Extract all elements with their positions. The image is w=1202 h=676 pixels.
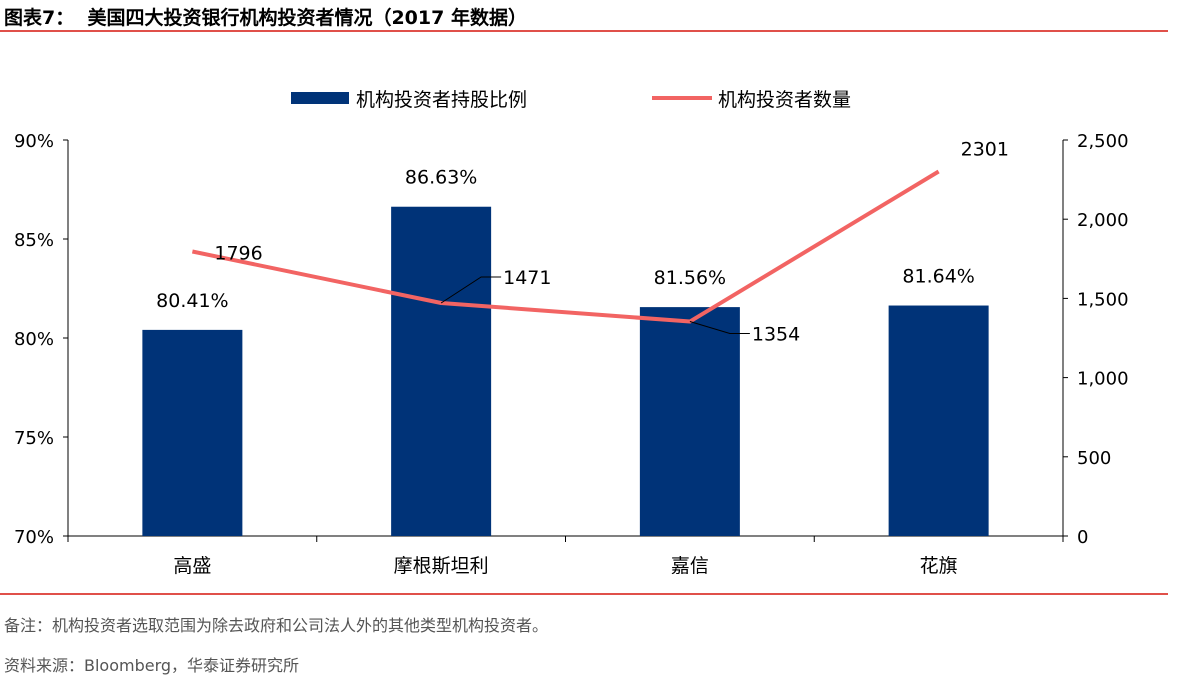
x-tick-label: 花旗 bbox=[920, 555, 958, 577]
left-tick-label: 85% bbox=[14, 230, 54, 251]
title-rule bbox=[0, 30, 1168, 32]
bar bbox=[888, 305, 989, 536]
x-tick-label: 高盛 bbox=[173, 555, 211, 577]
left-tick-label: 70% bbox=[14, 527, 54, 548]
bar bbox=[639, 307, 740, 536]
x-tick-label: 摩根斯坦利 bbox=[394, 555, 489, 577]
footer-rule bbox=[0, 593, 1168, 595]
line-data-label: 2301 bbox=[961, 139, 1009, 161]
footnote: 备注：机构投资者选取范围为除去政府和公司法人外的其他类型机构投资者。 bbox=[4, 616, 549, 635]
bar-data-label: 86.63% bbox=[405, 167, 477, 189]
source-note: 资料来源：Bloomberg，华泰证券研究所 bbox=[4, 656, 300, 675]
line-series bbox=[191, 169, 940, 324]
x-tick-label: 嘉信 bbox=[671, 555, 709, 577]
leader-line bbox=[689, 321, 750, 335]
legend-bar-swatch bbox=[291, 92, 349, 104]
legend-bar-label: 机构投资者持股比例 bbox=[356, 89, 527, 111]
right-tick-label: 2,000 bbox=[1077, 210, 1129, 231]
bar-data-label: 81.64% bbox=[902, 266, 974, 288]
leader-line bbox=[440, 276, 502, 304]
figure-title: 图表7： 美国四大投资银行机构投资者情况（2017 年数据） bbox=[4, 7, 527, 29]
left-tick-label: 80% bbox=[14, 329, 54, 350]
bar bbox=[142, 329, 243, 536]
line-data-label: 1471 bbox=[503, 267, 551, 289]
legend-line-label: 机构投资者数量 bbox=[718, 89, 851, 111]
bar bbox=[391, 206, 492, 536]
right-tick-label: 1,500 bbox=[1077, 289, 1129, 310]
right-tick-label: 0 bbox=[1077, 527, 1088, 548]
bar-data-label: 81.56% bbox=[654, 267, 726, 289]
left-tick-label: 75% bbox=[14, 428, 54, 449]
line-data-label: 1354 bbox=[752, 324, 800, 346]
right-tick-label: 2,500 bbox=[1077, 131, 1129, 152]
line-data-label: 1796 bbox=[214, 243, 262, 265]
right-tick-label: 1,000 bbox=[1077, 369, 1129, 390]
left-tick-label: 90% bbox=[14, 131, 54, 152]
right-tick-label: 500 bbox=[1077, 448, 1111, 469]
bar-data-label: 80.41% bbox=[156, 290, 228, 312]
